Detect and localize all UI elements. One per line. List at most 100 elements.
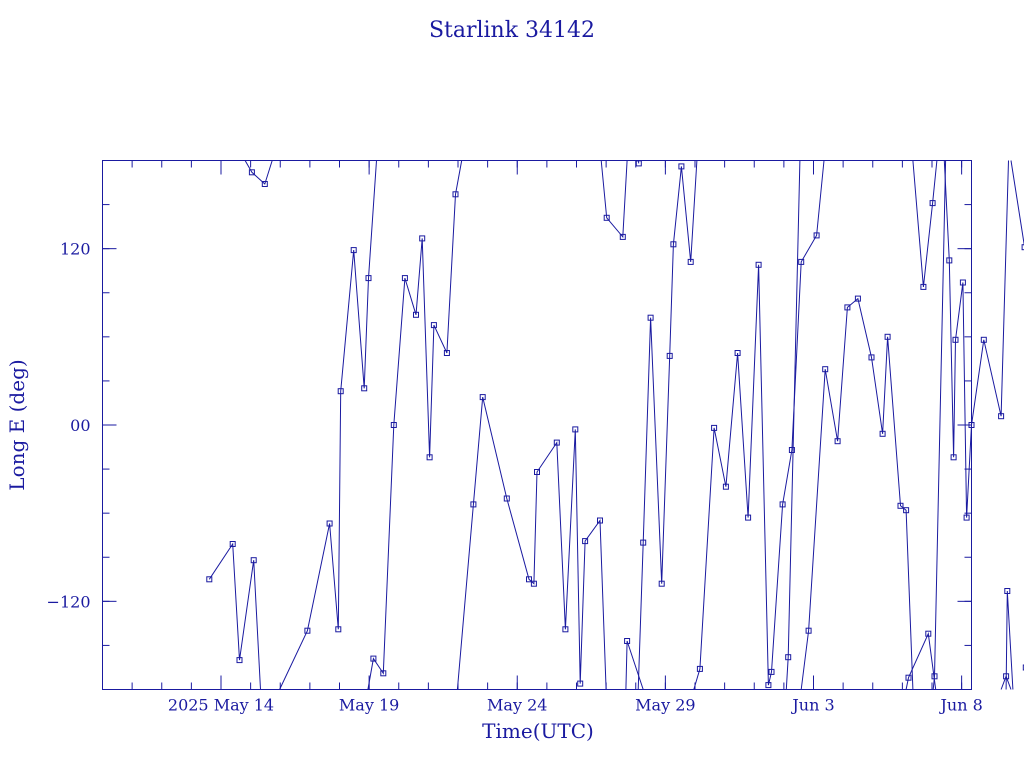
data-point (1022, 664, 1024, 671)
data-point (426, 454, 433, 461)
data-point (261, 181, 268, 187)
data-point (419, 235, 426, 242)
chart-title: Starlink 34142 (429, 18, 595, 43)
data-point (526, 576, 532, 583)
data-point (678, 163, 685, 170)
data-point (250, 557, 257, 564)
track-line (785, 160, 801, 690)
track-line (1010, 160, 1024, 247)
data-point (670, 241, 677, 248)
data-point (624, 638, 631, 644)
data-point (582, 538, 589, 545)
data-point (335, 626, 342, 633)
data-point (640, 539, 647, 546)
data-point (229, 541, 236, 547)
track-line (367, 160, 463, 690)
data-point (952, 336, 959, 343)
data-point (413, 311, 419, 318)
data-point (884, 333, 891, 340)
data-point (805, 627, 812, 634)
data-point (834, 438, 841, 445)
y-tick-label: −120 (47, 592, 91, 611)
data-point (380, 670, 387, 677)
data-point (755, 261, 762, 268)
data-point (1021, 244, 1024, 251)
data-point (854, 295, 861, 302)
data-point (361, 385, 368, 392)
data-point (248, 169, 255, 176)
data-point (696, 665, 703, 672)
track-line (1005, 590, 1014, 690)
data-point (603, 214, 610, 221)
data-point (635, 160, 642, 167)
data-point (304, 627, 311, 634)
data-point (470, 501, 477, 508)
data-point (905, 674, 912, 681)
x-tick-label: Jun 3 (790, 696, 834, 715)
track-line (637, 160, 698, 690)
series-layer (206, 160, 1024, 690)
x-tick-label: Jun 8 (938, 696, 982, 715)
x-tick-label: May 24 (487, 696, 547, 715)
x-tick-label: May 19 (339, 696, 399, 715)
data-point (350, 247, 357, 254)
data-point (479, 394, 486, 401)
data-point (401, 275, 408, 282)
data-point (765, 682, 772, 689)
data-point (206, 576, 213, 583)
data-point (658, 580, 665, 587)
y-tick-labels: −120 00 120 (47, 240, 91, 612)
data-point (443, 350, 450, 356)
track-line (932, 160, 947, 690)
track-line (208, 542, 261, 690)
y-axis-label: Long E (deg) (5, 359, 29, 490)
data-point (920, 283, 927, 290)
track-line (600, 160, 628, 239)
track-line (912, 160, 938, 287)
data-point (788, 447, 795, 453)
track-line (800, 297, 914, 690)
data-point (785, 654, 792, 661)
data-point (946, 257, 953, 264)
data-point (950, 454, 957, 461)
data-point (326, 520, 333, 527)
data-point (798, 258, 805, 265)
y-tick-label: 00 (70, 416, 90, 435)
data-point (879, 430, 886, 437)
data-point (452, 191, 459, 198)
data-point (711, 424, 718, 431)
data-point (768, 668, 775, 675)
data-point (822, 366, 829, 373)
data-point (722, 483, 729, 490)
axis-ticks (102, 160, 972, 690)
data-point (337, 388, 344, 395)
data-point (572, 426, 579, 433)
data-point (619, 233, 626, 240)
plot-frame (102, 160, 972, 690)
data-point (1004, 588, 1011, 594)
data-point (577, 680, 584, 687)
data-point (897, 502, 904, 509)
data-point (968, 422, 975, 428)
data-point (687, 258, 694, 265)
data-point (734, 350, 741, 356)
data-point (562, 626, 569, 633)
data-point (647, 314, 654, 321)
data-point (959, 279, 966, 286)
data-point (813, 232, 820, 239)
track-line (943, 160, 1009, 518)
data-point (503, 495, 510, 502)
data-point (868, 354, 875, 361)
data-point (998, 413, 1005, 420)
data-point (745, 514, 752, 521)
data-point (925, 630, 932, 637)
data-point (530, 580, 537, 587)
data-point (980, 336, 987, 343)
data-point (553, 439, 560, 446)
track-line (244, 160, 273, 185)
x-tick-label: 2025 May 14 (168, 696, 274, 715)
data-point (430, 322, 437, 329)
track-line (456, 396, 607, 690)
track-line (625, 640, 644, 690)
